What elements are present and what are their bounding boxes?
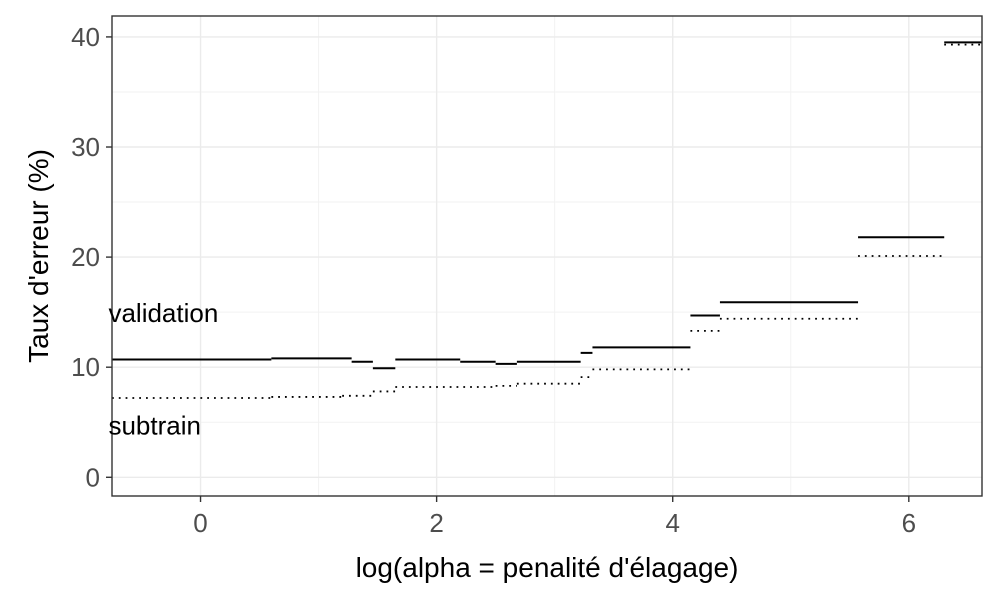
ticks-layer: 0 2 4 6 0 10 20 30 40: [71, 22, 916, 538]
y-tick-label: 20: [71, 242, 100, 272]
grid-minor: [112, 16, 982, 496]
grid-major: [112, 16, 982, 496]
plot-background: [112, 16, 982, 496]
y-axis-title: Taux d'erreur (%): [23, 149, 54, 363]
x-tick-label: 4: [665, 508, 679, 538]
annotation-validation: validation: [108, 298, 218, 328]
x-tick-label: 2: [429, 508, 443, 538]
y-tick-label: 10: [71, 352, 100, 382]
x-tick-label: 6: [902, 508, 916, 538]
x-axis-title: log(alpha = penalité d'élagage): [356, 552, 739, 583]
x-tick-label: 0: [193, 508, 207, 538]
annotation-subtrain: subtrain: [108, 411, 201, 441]
y-tick-label: 0: [86, 462, 100, 492]
plot-border: [111, 15, 983, 497]
series-layer: [112, 41, 982, 399]
y-tick-label: 30: [71, 132, 100, 162]
y-tick-label: 40: [71, 22, 100, 52]
